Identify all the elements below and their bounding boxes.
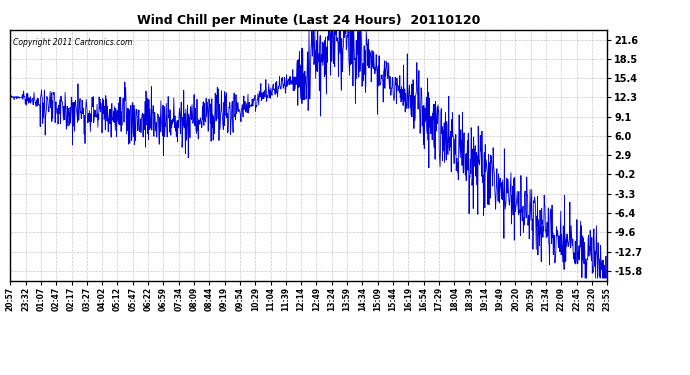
Text: Copyright 2011 Cartronics.com: Copyright 2011 Cartronics.com (13, 38, 132, 46)
Title: Wind Chill per Minute (Last 24 Hours)  20110120: Wind Chill per Minute (Last 24 Hours) 20… (137, 15, 480, 27)
